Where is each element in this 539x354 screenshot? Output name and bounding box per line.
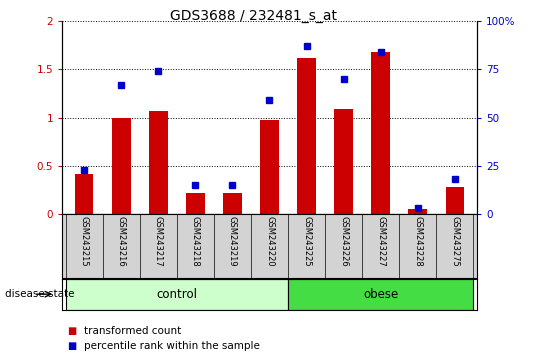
Bar (288, 279, 473, 310)
Text: ■: ■ (67, 341, 77, 351)
Text: control: control (156, 288, 197, 301)
Text: GSM243226: GSM243226 (339, 216, 348, 267)
Bar (298, 58, 316, 214)
Bar (112, 118, 130, 214)
Bar (371, 52, 390, 214)
Text: percentile rank within the sample: percentile rank within the sample (84, 341, 259, 351)
Text: GSM243217: GSM243217 (154, 216, 163, 267)
Text: GSM243216: GSM243216 (117, 216, 126, 267)
Text: GSM243220: GSM243220 (265, 216, 274, 267)
Text: GSM243228: GSM243228 (413, 216, 422, 267)
Bar (223, 193, 241, 214)
Bar (66, 279, 288, 310)
Text: transformed count: transformed count (84, 326, 181, 336)
Bar (334, 109, 353, 214)
Text: obese: obese (363, 288, 398, 301)
Bar (186, 193, 205, 214)
Bar (75, 174, 93, 214)
Text: GDS3688 / 232481_s_at: GDS3688 / 232481_s_at (170, 9, 337, 23)
Bar (260, 120, 279, 214)
Text: GSM243215: GSM243215 (80, 216, 89, 267)
Text: disease state: disease state (5, 289, 75, 299)
Text: GSM243219: GSM243219 (228, 216, 237, 267)
Bar (409, 209, 427, 214)
Text: ■: ■ (67, 326, 77, 336)
Text: GSM243225: GSM243225 (302, 216, 311, 267)
Text: GSM243218: GSM243218 (191, 216, 200, 267)
Text: GSM243227: GSM243227 (376, 216, 385, 267)
Bar (149, 111, 168, 214)
Text: GSM243275: GSM243275 (450, 216, 459, 267)
Bar (446, 187, 464, 214)
